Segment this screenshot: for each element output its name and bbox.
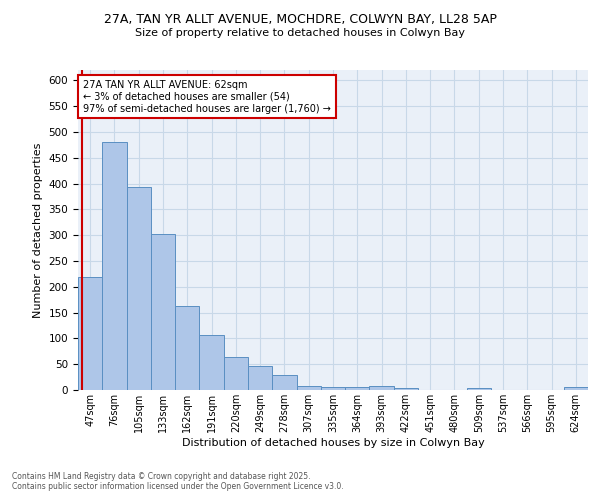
Text: 27A, TAN YR ALLT AVENUE, MOCHDRE, COLWYN BAY, LL28 5AP: 27A, TAN YR ALLT AVENUE, MOCHDRE, COLWYN… — [104, 12, 496, 26]
Text: Contains HM Land Registry data © Crown copyright and database right 2025.: Contains HM Land Registry data © Crown c… — [12, 472, 311, 481]
Bar — [248, 366, 272, 390]
Bar — [370, 386, 394, 390]
Y-axis label: Number of detached properties: Number of detached properties — [33, 142, 43, 318]
Text: Size of property relative to detached houses in Colwyn Bay: Size of property relative to detached ho… — [135, 28, 465, 38]
Bar — [321, 387, 345, 390]
X-axis label: Distribution of detached houses by size in Colwyn Bay: Distribution of detached houses by size … — [182, 438, 484, 448]
Bar — [345, 387, 370, 390]
Bar — [199, 335, 224, 390]
Text: 27A TAN YR ALLT AVENUE: 62sqm
← 3% of detached houses are smaller (54)
97% of se: 27A TAN YR ALLT AVENUE: 62sqm ← 3% of de… — [83, 80, 331, 114]
Bar — [102, 142, 127, 390]
Bar — [175, 306, 199, 390]
Bar — [272, 374, 296, 390]
Bar — [78, 278, 102, 390]
Bar — [296, 386, 321, 390]
Bar — [224, 358, 248, 390]
Bar — [564, 388, 588, 390]
Bar — [127, 187, 151, 390]
Bar — [394, 388, 418, 390]
Bar — [151, 234, 175, 390]
Bar — [467, 388, 491, 390]
Text: Contains public sector information licensed under the Open Government Licence v3: Contains public sector information licen… — [12, 482, 344, 491]
